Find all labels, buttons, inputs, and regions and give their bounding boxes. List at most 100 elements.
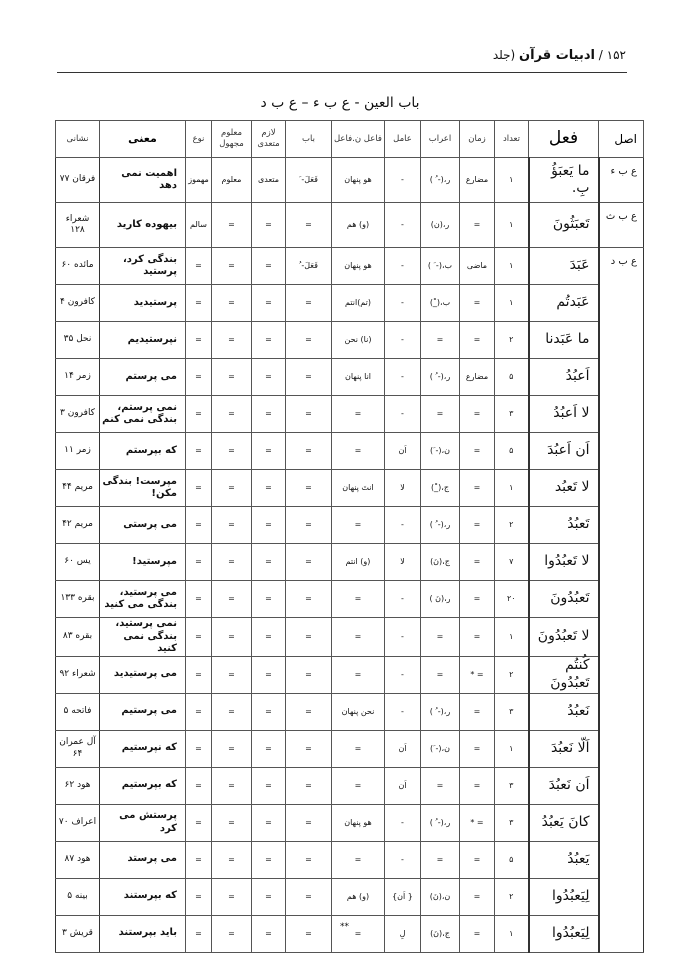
- cell-erab: =: [420, 840, 460, 879]
- cell-fel: اَن اَعبُدَ: [527, 432, 600, 470]
- cell-fael: =: [331, 617, 385, 657]
- cell-type: =: [185, 395, 212, 433]
- cell-ref: زمر ١۴: [55, 358, 100, 396]
- cell-count: ١: [494, 729, 529, 768]
- cell-fel: کُنتُم تَعبُدُونَ: [527, 655, 600, 694]
- cell-type: =: [185, 543, 212, 581]
- cell-fel: لا تَعبُد: [527, 469, 600, 507]
- cell-maloom: =: [211, 543, 252, 581]
- cell-maloom: =: [211, 914, 252, 953]
- cell-meaning: بندگی کرد، پرستید: [99, 247, 186, 285]
- cell-fel: یَعبُدُ: [527, 840, 600, 879]
- cell-maloom: =: [211, 692, 252, 731]
- col-bab: باب: [285, 120, 332, 158]
- cell-ref: بینه ۵: [55, 877, 100, 916]
- cell-lazem: =: [251, 840, 286, 879]
- table-row: لا تَعبُد ١ = ج،(_ْ) لا انتَ پنهان = = = = مپرست! …: [55, 469, 644, 507]
- cell-tense: =: [459, 543, 495, 581]
- cell-fael: =: [331, 506, 385, 544]
- cell-amel: -: [384, 692, 421, 731]
- cell-bab: =: [285, 840, 332, 879]
- cell-erab: =: [420, 617, 460, 657]
- cell-fael: هو پنهان: [331, 247, 385, 285]
- cell-meaning: نمی پرستید، بندگی نمی کنید: [99, 617, 186, 657]
- running-header: ١۵٢ / ادبیات قرآن (جلد: [493, 48, 626, 63]
- cell-fael: =: [331, 729, 385, 768]
- col-erab: اعراب: [420, 120, 460, 158]
- footer-mark: **: [340, 922, 349, 932]
- cell-fel: تَعبَثُونَ: [527, 202, 600, 248]
- cell-meaning: که بپرستیم: [99, 766, 186, 805]
- cell-lazem: =: [251, 655, 286, 694]
- table-row: اَعبُدُ ۵ مضارع ر،(- ُ ) - انا پنهان = = = = می پر…: [55, 358, 644, 396]
- cell-tense: =: [459, 766, 495, 805]
- cell-fael: =: [331, 766, 385, 805]
- cell-erab: ر،(- ُ ): [420, 157, 460, 203]
- col-maloom: معلوم مجهول: [211, 120, 252, 158]
- cell-amel: -: [384, 202, 421, 248]
- cell-maloom: =: [211, 580, 252, 618]
- cell-erab: ج،(_ْ): [420, 469, 460, 507]
- cell-type: مهموز: [185, 157, 212, 203]
- cell-ref: مریم ۴٢: [55, 506, 100, 544]
- table-row: ع ب د عَبَدَ ١ ماضی ب،(- َ ) - هو پنهان فَعَلَ-…: [55, 247, 644, 953]
- cell-lazem: =: [251, 247, 286, 285]
- cell-erab: ر،(- ُ ): [420, 358, 460, 396]
- col-amel: عامل: [384, 120, 421, 158]
- cell-lazem: متعدی: [251, 157, 286, 203]
- cell-bab: =: [285, 432, 332, 470]
- cell-type: =: [185, 914, 212, 953]
- cell-meaning: می پرستد: [99, 840, 186, 879]
- cell-type: =: [185, 469, 212, 507]
- cell-lazem: =: [251, 580, 286, 618]
- table-body: ع ب ء ما یَعبَؤُ بِ. ١ مضارع ر،(- ُ ) - هو پنه…: [55, 157, 644, 953]
- cell-meaning: نپرستیدیم: [99, 321, 186, 359]
- cell-maloom: =: [211, 766, 252, 805]
- table-row: تَعبُدُ ٢ = ر،(- ُ ) - = = = = = می پرستی مریم ۴٢: [55, 506, 644, 544]
- page-number: ١۵٢: [606, 48, 626, 62]
- cell-fael: انتَ پنهان: [331, 469, 385, 507]
- cell-maloom: =: [211, 202, 252, 248]
- cell-erab: =: [420, 321, 460, 359]
- cell-meaning: که بپرستند: [99, 877, 186, 916]
- cell-maloom: =: [211, 284, 252, 322]
- cell-tense: =: [459, 432, 495, 470]
- cell-lazem: =: [251, 914, 286, 953]
- cell-meaning: باید بپرستند: [99, 914, 186, 953]
- cell-bab: =: [285, 358, 332, 396]
- cell-fael: (و) هم: [331, 877, 385, 916]
- cell-tense: = *: [459, 655, 495, 694]
- cell-lazem: =: [251, 766, 286, 805]
- cell-fael: =: [331, 840, 385, 879]
- cell-maloom: =: [211, 729, 252, 768]
- table-row: کانَ یَعبُدُ ٣ = * ر،(- ُ ) - هو پنهان = = = = پرس…: [55, 803, 644, 842]
- cell-bab: =: [285, 469, 332, 507]
- cell-tense: =: [459, 469, 495, 507]
- cell-tense: =: [459, 506, 495, 544]
- cell-maloom: =: [211, 395, 252, 433]
- cell-erab: ج،(نَ): [420, 543, 460, 581]
- cell-erab: ن،(نَ): [420, 877, 460, 916]
- cell-lazem: =: [251, 321, 286, 359]
- cell-count: ١: [494, 469, 529, 507]
- cell-meaning: می پرستم: [99, 358, 186, 396]
- cell-type: =: [185, 580, 212, 618]
- cell-erab: ب،(- َ ): [420, 247, 460, 285]
- col-meaning: معنی: [99, 120, 186, 158]
- cell-lazem: =: [251, 284, 286, 322]
- cell-ref: اعراف ٧٠: [55, 803, 100, 842]
- cell-type: =: [185, 617, 212, 657]
- cell-bab: =: [285, 202, 332, 248]
- cell-amel: -: [384, 840, 421, 879]
- cell-amel: -: [384, 284, 421, 322]
- cell-amel: -: [384, 803, 421, 842]
- cell-count: ٢: [494, 655, 529, 694]
- cell-fel: تَعبُدُونَ: [527, 580, 600, 618]
- cell-meaning: مپرستید!: [99, 543, 186, 581]
- header-row: اصل فعل تعداد زمان اعراب عامل فاعل ن.فاع…: [55, 120, 644, 158]
- cell-maloom: =: [211, 840, 252, 879]
- cell-lazem: =: [251, 543, 286, 581]
- cell-fel: لِیَعبُدُوا: [527, 914, 600, 953]
- table-row: لا تَعبُدُونَ ١ = = - = = = = = نمی پرستید، بندگی …: [55, 617, 644, 657]
- cell-type: =: [185, 358, 212, 396]
